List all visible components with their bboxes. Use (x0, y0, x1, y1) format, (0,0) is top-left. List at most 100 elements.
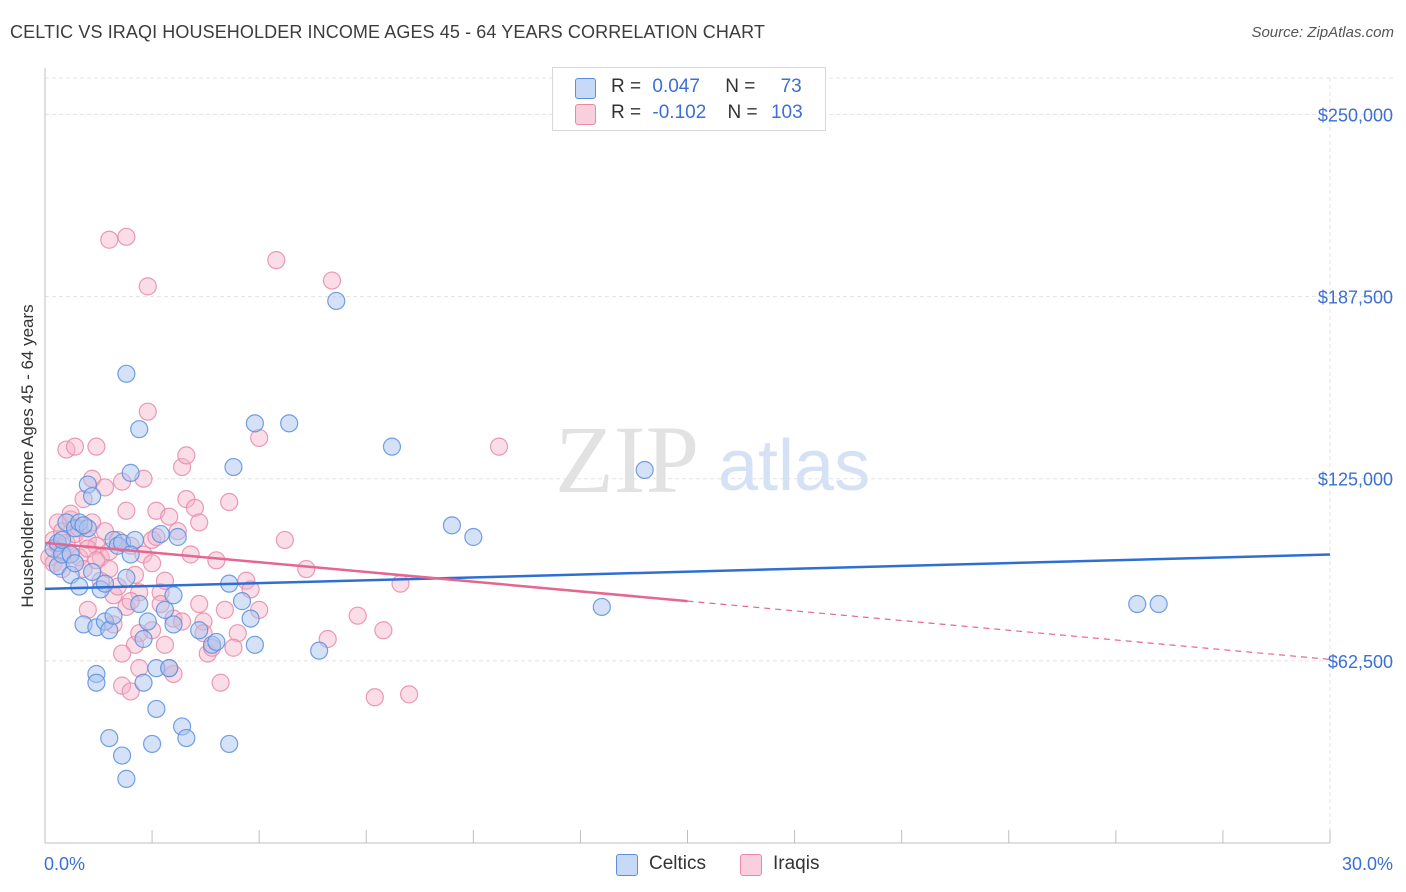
y-tick-labels: $62,500 $125,000 $187,500 $250,000 (1318, 105, 1393, 671)
iraqis-point (112, 644, 132, 663)
iraqis-point (155, 635, 175, 654)
celtics-point (142, 734, 162, 754)
celtics-point (74, 516, 93, 535)
iraqis-point (224, 638, 243, 657)
iraqis-point (117, 227, 136, 246)
celtics-point (117, 568, 136, 587)
celtics-point (245, 635, 264, 654)
watermark: ZIP atlas (555, 406, 870, 513)
celtics-point (310, 641, 329, 660)
celtics-point (104, 606, 123, 625)
r-value: 0.047 (652, 76, 700, 97)
celtics-point (130, 594, 149, 614)
iraqis-point (190, 513, 209, 532)
iraqis-point (172, 457, 192, 477)
celtics-point (168, 527, 187, 547)
r-value: -0.102 (652, 102, 707, 123)
axes (44, 68, 1331, 844)
iraqis-point (138, 402, 157, 421)
series-legend: Celtics Iraqis (0, 852, 1406, 878)
iraqis-legend-label: Iraqis (773, 853, 820, 874)
celtics-point (121, 463, 140, 482)
r-label: R = (611, 102, 642, 123)
n-value: 103 (770, 102, 803, 123)
iraqis-point (399, 685, 419, 704)
iraqis-point (138, 277, 157, 296)
iraqis-point (100, 230, 119, 249)
celtics-point (190, 621, 209, 640)
y-tick-label: $187,500 (1318, 288, 1393, 308)
x-tick-label-max: 30.0% (1342, 854, 1393, 874)
iraqis-point (211, 673, 230, 692)
celtics-point (95, 574, 115, 593)
celtics-point (280, 414, 299, 433)
celtics-point (1149, 594, 1168, 614)
celtics-point (65, 554, 85, 573)
celtics-point (177, 728, 196, 748)
iraqis-point (489, 437, 509, 456)
stats-legend: R = 0.047 N = 73 R = -0.102 N = 103 (552, 67, 826, 131)
iraqis-point (391, 574, 410, 593)
celtics-point (70, 577, 89, 596)
iraqis-point (374, 621, 393, 640)
celtics-point (155, 600, 175, 619)
r-label: R = (611, 76, 642, 97)
source-credit: Source: ZipAtlas.com (1251, 24, 1394, 41)
y-tick-label: $250,000 (1318, 105, 1393, 125)
celtics-point (164, 615, 183, 634)
celtics-point (121, 545, 140, 564)
celtics-point (117, 769, 136, 788)
celtics-point (241, 609, 260, 628)
celtics-point (87, 673, 106, 692)
celtics-point (442, 516, 462, 535)
iraqis-point (297, 559, 316, 579)
iraqis-point (365, 688, 384, 707)
iraqis-point (322, 271, 342, 290)
iraqis-point (275, 530, 294, 550)
watermark-atlas: atlas (718, 426, 870, 506)
celtics-point (464, 527, 483, 547)
celtics-point (224, 457, 243, 477)
watermark-zip: ZIP (555, 406, 699, 513)
x-tick-labels: 0.0% 30.0% (44, 854, 1393, 874)
iraqis-point (117, 501, 136, 520)
iraqis-point (207, 551, 226, 570)
celtics-point (232, 592, 252, 611)
series-celtics (44, 291, 1168, 788)
iraqis-legend-swatch (740, 854, 762, 876)
iraqis-swatch (575, 104, 596, 125)
x-tick-label-min: 0.0% (44, 854, 85, 874)
iraqis-point (65, 437, 85, 456)
celtics-trend-line (44, 553, 1331, 591)
celtics-point (635, 460, 654, 480)
celtics-point (327, 291, 346, 311)
celtics-point (151, 524, 170, 544)
celtics-point (138, 612, 157, 631)
celtics-point (134, 673, 153, 692)
iraqis-point (160, 507, 179, 526)
iraqis-point (215, 600, 234, 619)
celtics-point (207, 632, 226, 652)
celtics-point (1128, 594, 1147, 614)
celtics-point (245, 414, 264, 433)
n-value: 73 (780, 76, 802, 97)
iraqis-trend-extension (687, 600, 1331, 660)
celtics-point (160, 659, 179, 678)
celtics-point (117, 364, 136, 383)
celtics-point (592, 597, 611, 617)
celtics-point (112, 746, 132, 765)
iraqis-point (220, 492, 239, 512)
celtics-legend-label: Celtics (649, 853, 707, 874)
iraqis-point (121, 682, 140, 701)
iraqis-point (190, 594, 209, 614)
iraqis-point (228, 624, 247, 643)
iraqis-point (348, 606, 367, 625)
iraqis-point (87, 437, 106, 456)
celtics-point (134, 629, 153, 649)
n-label: N = (725, 76, 756, 97)
celtics-point (83, 487, 102, 506)
n-label: N = (727, 102, 758, 123)
iraqis-point (95, 478, 115, 497)
celtics-swatch (575, 78, 596, 99)
